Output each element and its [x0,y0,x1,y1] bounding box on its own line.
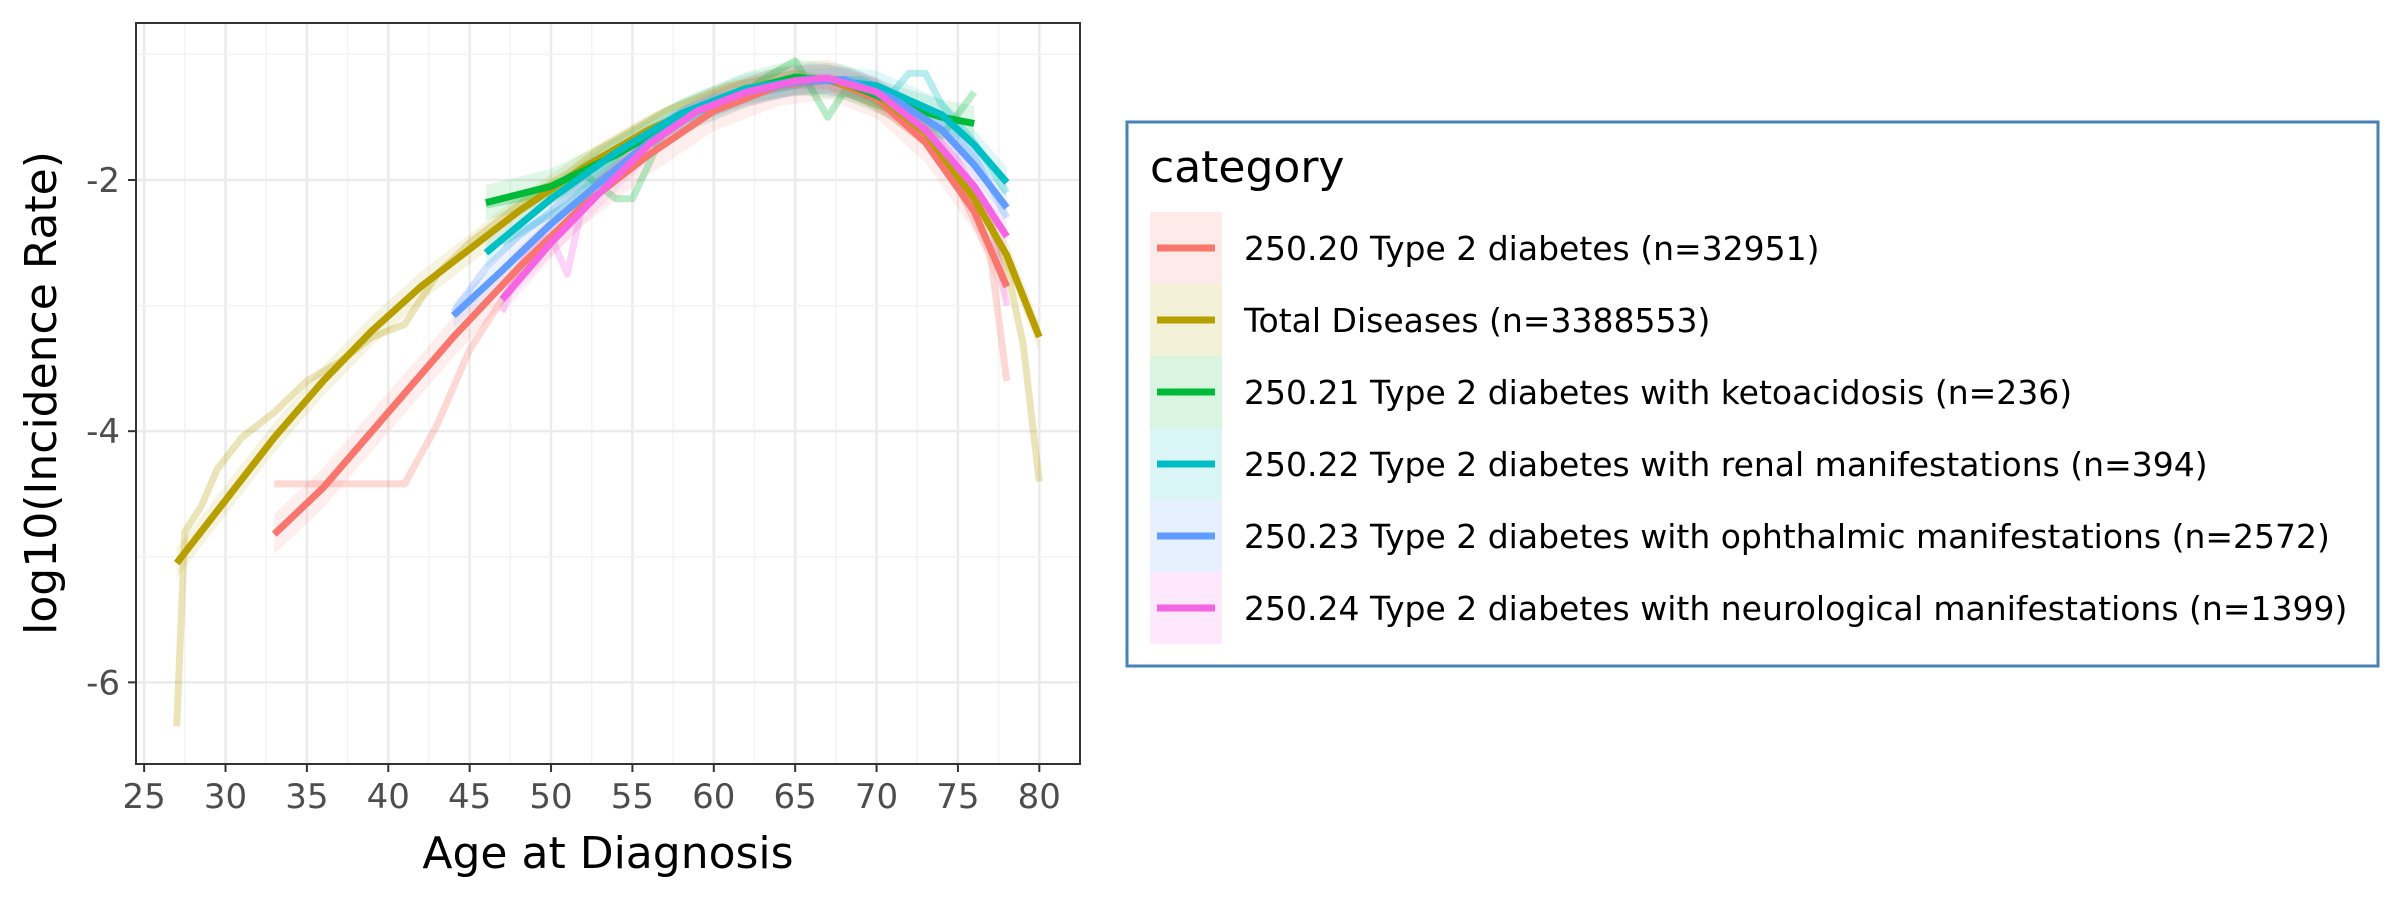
legend-label: 250.22 Type 2 diabetes with renal manife… [1244,445,2208,484]
legend-label: 250.23 Type 2 diabetes with ophthalmic m… [1244,517,2330,556]
legend-box [1125,120,2380,668]
y-tick-label: -6 [86,663,120,703]
legend-items: 250.20 Type 2 diabetes (n=32951) Total Di… [1150,212,2347,644]
axes: 25 30 35 40 45 50 55 60 65 70 75 80 -6 -4 -2 [86,161,1061,817]
y-tick-label: -4 [86,412,120,452]
plot-panel [136,23,1080,764]
legend-label: 250.21 Type 2 diabetes with ketoacidosis… [1244,373,2072,412]
x-tick-label: 45 [448,777,491,817]
smooth-series-lines [173,73,1043,566]
x-tick-label: 55 [611,777,654,817]
x-tick-label: 30 [204,777,247,817]
x-tick-label: 70 [855,777,898,817]
x-axis-title: Age at Diagnosis [422,828,793,879]
legend-label: 250.24 Type 2 diabetes with neurological… [1244,589,2347,628]
grid-lines [136,23,1080,764]
legend-title: category [1150,142,1344,193]
series-2-confidence-band [485,59,975,221]
y-tick-label: -2 [86,161,120,201]
x-tick-label: 75 [936,777,979,817]
series-0-smooth-line [271,76,1011,537]
x-tick-label: 60 [692,777,735,817]
legend-label: Total Diseases (n=3388553) [1243,301,1710,340]
legend-label: 250.20 Type 2 diabetes (n=32951) [1244,229,1820,268]
y-axis-title: log10(Incidence Rate) [16,151,67,635]
x-tick-label: 25 [123,777,166,817]
plot-border [135,22,1081,765]
x-tick-label: 40 [367,777,410,817]
x-tick-label: 80 [1018,777,1061,817]
x-tick-label: 35 [285,777,328,817]
x-tick-label: 50 [529,777,572,817]
series-1-confidence-band [176,64,1040,579]
x-tick-label: 65 [774,777,817,817]
series-5-smooth-line [499,74,1010,302]
legend: category 250.20 Type 2 diabetes (n=32951… [1125,120,2380,668]
